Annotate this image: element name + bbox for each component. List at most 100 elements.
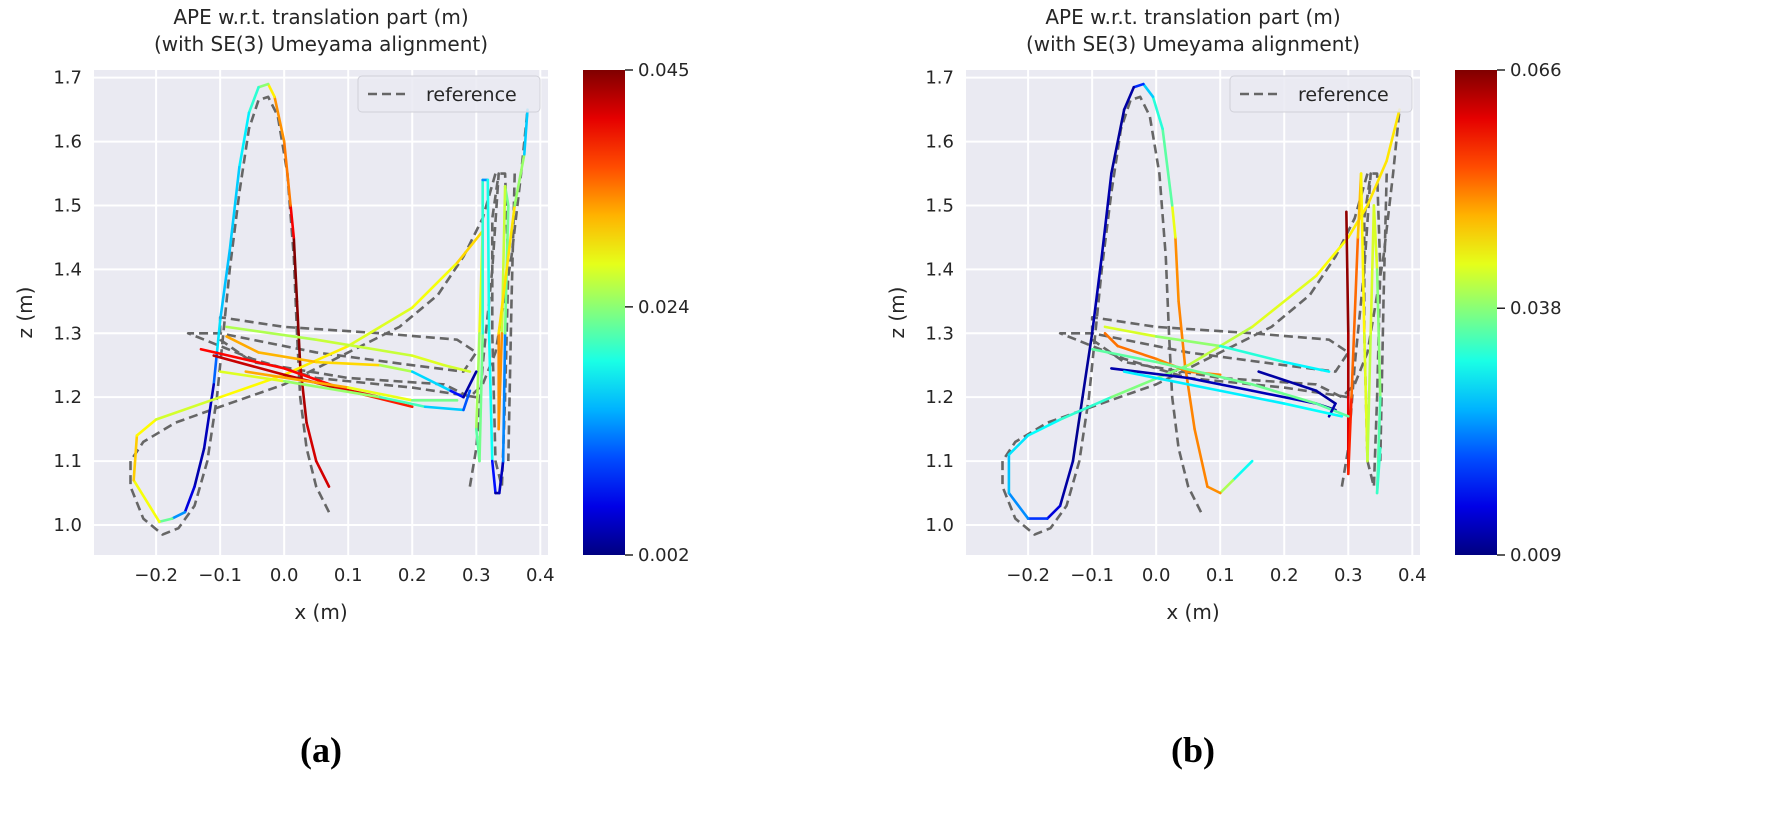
estimate-segment — [1282, 360, 1331, 373]
legend-box — [1229, 75, 1413, 113]
x-tick-label: 0.2 — [1270, 565, 1299, 586]
estimate-segment — [487, 331, 494, 463]
plot-marks — [1001, 82, 1401, 536]
estimate-segment — [455, 229, 484, 265]
estimate-segment — [257, 82, 270, 89]
estimate-segment — [244, 370, 350, 389]
estimate-segment — [1346, 395, 1353, 476]
estimate-segment — [257, 351, 318, 364]
y-tick-label: 1.5 — [925, 195, 954, 216]
estimate-segment — [1372, 204, 1379, 271]
legend: reference — [1229, 75, 1413, 113]
estimate-segment — [1186, 376, 1254, 393]
estimate-segment — [523, 108, 529, 156]
estimate-segment — [1250, 274, 1318, 329]
estimate-segment — [1103, 325, 1158, 338]
estimate-segment — [1193, 427, 1209, 488]
y-tick-label: 1.6 — [53, 132, 82, 153]
colorbar-tick-label: 0.009 — [1510, 545, 1562, 566]
y-tick-label: 1.7 — [925, 68, 954, 89]
reference-trajectory — [186, 109, 529, 399]
estimate-segment — [1100, 172, 1113, 258]
estimate-segment — [442, 363, 472, 373]
estimate-segment — [1161, 127, 1174, 207]
estimate-segment — [1132, 82, 1145, 89]
estimate-segment — [1110, 367, 1190, 380]
estimate-segment — [193, 446, 206, 488]
estimate-segment — [1103, 331, 1120, 348]
estimate-segment — [486, 178, 491, 335]
estimate-segment — [225, 325, 318, 341]
estimate-segment — [423, 405, 465, 412]
estimate-segment — [132, 434, 139, 482]
reference-trajectory — [1001, 95, 1382, 536]
estimate-segment — [1122, 370, 1222, 393]
x-tick-label: −0.2 — [1006, 565, 1050, 586]
y-tick-label: 1.3 — [925, 323, 954, 344]
plot-marks — [129, 82, 529, 536]
x-tick-label: 0.3 — [1334, 565, 1363, 586]
estimate-segment — [1385, 108, 1401, 163]
chart-0: APE w.r.t. translation part (m) (with SE(… — [13, 5, 690, 770]
colorbar-tick-label: 0.024 — [638, 297, 690, 318]
estimate-segment — [1314, 236, 1350, 278]
estimate-segment — [1366, 159, 1389, 207]
legend: reference — [357, 75, 541, 113]
x-tick-label: 0.2 — [398, 565, 427, 586]
x-tick-label: 0.1 — [1206, 565, 1235, 586]
estimate-segment — [1081, 331, 1094, 399]
estimate-segment — [238, 111, 251, 169]
y-tick-label: 1.7 — [53, 68, 82, 89]
estimate-segment — [346, 386, 414, 402]
chart-title: APE w.r.t. translation part (m) — [1045, 5, 1340, 29]
colorbar-tick-label: 0.045 — [638, 60, 690, 81]
estimate-segment — [1366, 331, 1372, 463]
x-tick-label: 0.4 — [1398, 565, 1427, 586]
colorbar-tick-label: 0.038 — [1510, 298, 1562, 319]
estimate-segment — [1282, 402, 1344, 418]
estimate-segment — [410, 261, 459, 310]
estimate-segment — [346, 306, 414, 348]
x-axis-label: x (m) — [1166, 600, 1219, 624]
estimate-segment — [378, 395, 427, 409]
estimate-segment — [314, 459, 331, 488]
estimate-segment — [282, 140, 292, 207]
y-tick-label: 1.1 — [925, 451, 954, 472]
colorbar-tick-label: 0.002 — [638, 545, 690, 566]
x-axis-label: x (m) — [294, 600, 347, 624]
x-tick-label: 0.3 — [462, 565, 491, 586]
estimate-segment — [1058, 459, 1075, 508]
estimate-segment — [1058, 395, 1113, 421]
estimate-segment — [513, 153, 526, 207]
colorbar — [1455, 70, 1497, 555]
reference-trajectory — [1378, 173, 1389, 462]
chart-subtitle: (with SE(3) Umeyama alignment) — [154, 32, 488, 56]
estimate-segment — [1183, 363, 1196, 431]
estimate-segment — [1218, 478, 1235, 495]
plot-area — [94, 70, 548, 555]
estimate-segment — [158, 517, 174, 524]
y-tick-label: 1.6 — [925, 132, 954, 153]
chart-subtitle: (with SE(3) Umeyama alignment) — [1026, 32, 1360, 56]
estimate-segment — [1110, 108, 1126, 175]
estimate-segment — [1090, 347, 1158, 364]
estimate-segment — [247, 85, 260, 115]
estimate-segment — [289, 204, 296, 239]
estimate-segment — [410, 354, 446, 367]
legend-label: reference — [426, 84, 517, 106]
colorbar-tick-label: 0.066 — [1510, 60, 1562, 81]
estimate-segment — [1007, 434, 1030, 456]
x-tick-label: 0.0 — [1142, 565, 1171, 586]
estimate-segment — [1110, 363, 1190, 399]
estimate-segment — [462, 370, 478, 399]
x-tick-label: −0.1 — [1070, 565, 1114, 586]
y-tick-label: 1.1 — [53, 451, 82, 472]
estimate-segment — [1090, 255, 1104, 335]
estimate-segment — [183, 485, 196, 514]
estimate-segment — [1375, 268, 1382, 399]
estimate-segment — [1375, 446, 1382, 495]
estimate-segment — [449, 389, 465, 399]
estimate-segment — [314, 338, 414, 357]
